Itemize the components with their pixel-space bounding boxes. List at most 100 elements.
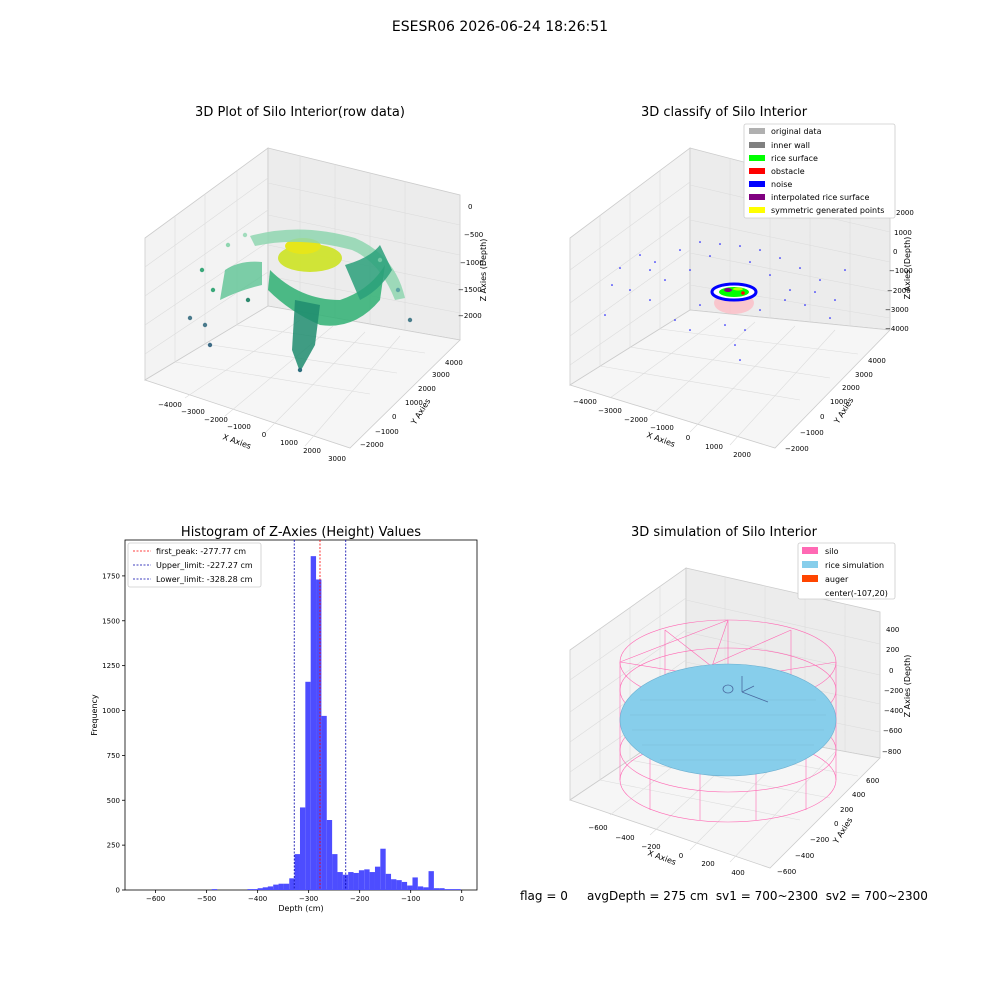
classify-z-tick: −4000 <box>885 325 909 333</box>
hist-bar <box>321 715 327 890</box>
sim-x-tick: −400 <box>615 834 634 842</box>
hist-bar <box>444 889 450 890</box>
hist-bar <box>278 883 284 890</box>
sim-y-tick: −200 <box>810 836 829 844</box>
sim-x-ticks: −600 −400 −200 0 200 400 <box>588 824 744 877</box>
hist-bar <box>348 872 354 890</box>
raw-x-tick: −4000 <box>158 401 182 409</box>
raw-y-tick: −1000 <box>375 428 399 436</box>
hist-bar <box>396 880 402 890</box>
sim-y-tick: −600 <box>777 868 796 876</box>
panel-classify-title: 3D classify of Silo Interior <box>641 105 808 120</box>
rice-simulation-surface <box>619 663 837 777</box>
hist-bar <box>391 879 397 890</box>
legend-swatch <box>802 561 818 568</box>
hist-y-tick-label: 0 <box>116 887 120 895</box>
legend-entry: symmetric generated points <box>771 206 884 215</box>
raw-y-tick: 2000 <box>418 385 436 393</box>
legend-entry: interpolated rice surface <box>771 193 869 202</box>
panel-sim-title: 3D simulation of Silo Interior <box>631 525 818 540</box>
hist-bar <box>369 872 375 890</box>
hist-vlines <box>293 540 347 890</box>
hist-bar <box>439 888 445 890</box>
raw-3d-points <box>187 229 413 373</box>
raw-x-tick: −1000 <box>227 423 251 431</box>
hist-bar <box>326 820 333 890</box>
hist-bar <box>211 889 218 890</box>
legend-entry: rice simulation <box>825 561 884 570</box>
panel-histogram: Histogram of Z-Axies (Height) Values −60… <box>90 525 478 913</box>
classify-x-ticks: −4000 −3000 −2000 −1000 0 1000 2000 <box>573 398 751 459</box>
sim-y-tick: 0 <box>834 820 838 828</box>
hist-y-tick-label: 1750 <box>102 572 120 580</box>
classify-z-tick: 1000 <box>894 229 912 237</box>
raw-z-tick: −2000 <box>458 312 482 320</box>
legend-frame <box>797 542 896 600</box>
status-flag: flag = 0 <box>520 889 568 903</box>
sim-z-label: Z Axies (Depth) <box>903 655 912 718</box>
legend-swatch <box>749 194 765 200</box>
hist-bar <box>262 887 269 890</box>
raw-z-ticks: 0 −500 −1000 −1500 −2000 <box>458 203 484 320</box>
raw-y-ticks: −2000 −1000 0 1000 2000 3000 4000 <box>360 359 463 449</box>
classify-y-tick: −2000 <box>785 445 809 453</box>
classify-x-tick: −2000 <box>624 416 648 424</box>
hist-bar <box>401 881 408 890</box>
panel-simulation-3d: 3D simulation of Silo Interior <box>569 525 912 877</box>
panel-raw-title: 3D Plot of Silo Interior(row data) <box>195 105 405 120</box>
hist-bar <box>257 888 263 890</box>
classify-z-label: Z Axies (Depth) <box>903 237 912 300</box>
hist-y-tick-label: 1500 <box>102 617 120 625</box>
sim-legend: silo rice simulation auger center(-107,2… <box>797 542 896 600</box>
legend-entry: inner wall <box>771 141 810 150</box>
hist-bar <box>252 889 258 890</box>
legend-swatch <box>749 207 765 213</box>
legend-swatch <box>749 142 765 148</box>
hist-bar <box>412 877 418 890</box>
legend-frame <box>743 123 896 219</box>
hist-x-tick-label: −100 <box>401 895 420 903</box>
hist-legend: first_peak: -277.77 cm Upper_limit: -227… <box>127 542 262 588</box>
hist-x-ticks: −600 −500 −400 −300 −200 −100 0 <box>146 890 464 903</box>
panel-raw-3d: 3D Plot of Silo Interior(row data) <box>144 105 488 463</box>
classify-z-ticks: 2000 1000 0 −1000 −2000 −3000 −4000 <box>885 209 914 333</box>
legend-entry: first_peak: -277.77 cm <box>156 547 246 556</box>
hist-bar <box>449 889 456 890</box>
sim-x-tick: 0 <box>679 852 683 860</box>
classify-3d-points <box>604 241 846 361</box>
legend-frame <box>127 542 262 588</box>
hist-x-tick-label: −300 <box>299 895 318 903</box>
hist-y-label: Frequency <box>90 694 99 736</box>
panel-classify-3d: 3D classify of Silo Interior <box>569 105 914 459</box>
hist-bar <box>380 848 386 890</box>
hist-bar <box>364 869 370 890</box>
classify-y-tick: −1000 <box>800 429 824 437</box>
hist-x-tick-label: −400 <box>248 895 267 903</box>
sim-z-tick: 400 <box>886 626 899 634</box>
hist-x-label: Depth (cm) <box>278 904 323 913</box>
classify-y-tick: 0 <box>820 413 824 421</box>
auger-marker <box>722 676 769 703</box>
raw-x-label: X Axies <box>221 432 252 451</box>
hist-bar <box>428 871 434 890</box>
legend-swatch <box>749 128 765 134</box>
raw-y-tick: 4000 <box>445 359 463 367</box>
legend-entry: center(-107,20) <box>825 589 888 598</box>
legend-swatch <box>749 155 765 161</box>
classify-y-tick: 1000 <box>830 398 848 406</box>
raw-z-tick: −1000 <box>460 259 484 267</box>
hist-bar <box>294 854 300 890</box>
legend-swatch <box>802 575 818 582</box>
hist-y-tick-label: 250 <box>107 842 120 850</box>
raw-x-tick: 2000 <box>303 447 321 455</box>
hist-y-tick-label: 1000 <box>102 707 120 715</box>
hist-bar <box>353 872 359 890</box>
legend-swatch <box>749 168 765 174</box>
hist-y-tick-label: 750 <box>107 752 120 760</box>
classify-z-tick: −3000 <box>885 306 909 314</box>
classify-y-tick: 4000 <box>868 357 886 365</box>
raw-y-tick: 0 <box>392 413 396 421</box>
hist-bars <box>211 556 461 890</box>
hist-bar <box>273 884 279 890</box>
hist-x-tick-label: −200 <box>350 895 369 903</box>
